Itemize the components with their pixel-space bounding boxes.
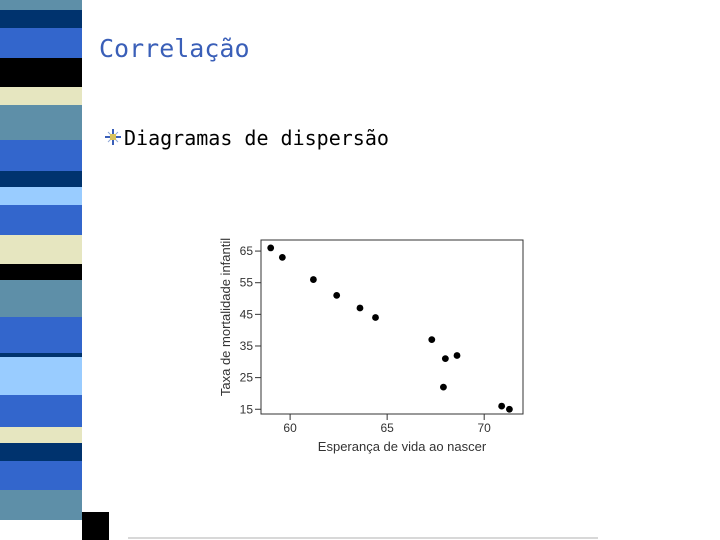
strip-band: [0, 205, 82, 235]
x-tick-label: 60: [283, 421, 297, 435]
x-tick-label: 70: [478, 421, 492, 435]
strip-band: [0, 10, 82, 28]
bullet-text: Diagramas de dispersão: [124, 126, 389, 150]
strip-band: [0, 0, 82, 10]
data-point: [506, 405, 513, 413]
y-tick-label: 55: [240, 276, 254, 290]
data-point: [310, 276, 317, 283]
data-point: [453, 352, 461, 359]
strip-band: [0, 353, 82, 357]
y-tick-label: 35: [240, 339, 254, 353]
strip-band: [0, 235, 82, 264]
data-point: [498, 402, 506, 410]
strip-band: [0, 28, 82, 58]
decorative-corner-block: [82, 512, 109, 540]
strip-band: [0, 105, 82, 140]
strip-band: [0, 58, 82, 87]
data-point: [356, 304, 364, 312]
strip-band: [0, 317, 82, 353]
data-point: [440, 383, 447, 391]
data-point: [333, 291, 341, 299]
strip-band: [0, 395, 82, 427]
x-tick-label: 65: [380, 421, 394, 435]
bullet-icon: [105, 129, 121, 145]
strip-band: [0, 140, 82, 171]
data-point: [267, 244, 275, 252]
decorative-bottom-rule: [128, 537, 598, 539]
y-tick-label: 65: [240, 244, 254, 258]
y-axis-label: Taxa de mortalidade infantil: [218, 238, 233, 396]
data-point: [441, 355, 449, 363]
decorative-left-strip: [0, 0, 82, 540]
strip-band: [0, 427, 82, 443]
data-point: [278, 254, 286, 261]
x-axis-label: Esperança de vida ao nascer: [318, 439, 487, 454]
y-tick-label: 15: [240, 402, 254, 416]
strip-band: [0, 87, 82, 105]
strip-band: [0, 171, 82, 187]
strip-band: [0, 357, 82, 395]
strip-band: [0, 280, 82, 317]
strip-band: [0, 461, 82, 490]
strip-band: [0, 187, 82, 205]
scatter-chart: 15 25 35 45 55 65 60 65 70 Esperança de vida ao…: [218, 238, 524, 454]
data-point: [428, 336, 436, 344]
data-point: [372, 314, 379, 321]
y-tick-label: 45: [240, 307, 254, 321]
y-tick-label: 25: [240, 371, 254, 385]
strip-band: [0, 490, 82, 520]
plot-frame: [260, 239, 524, 415]
slide-title: Correlação: [99, 34, 250, 63]
strip-band: [0, 264, 82, 280]
strip-band: [0, 443, 82, 461]
